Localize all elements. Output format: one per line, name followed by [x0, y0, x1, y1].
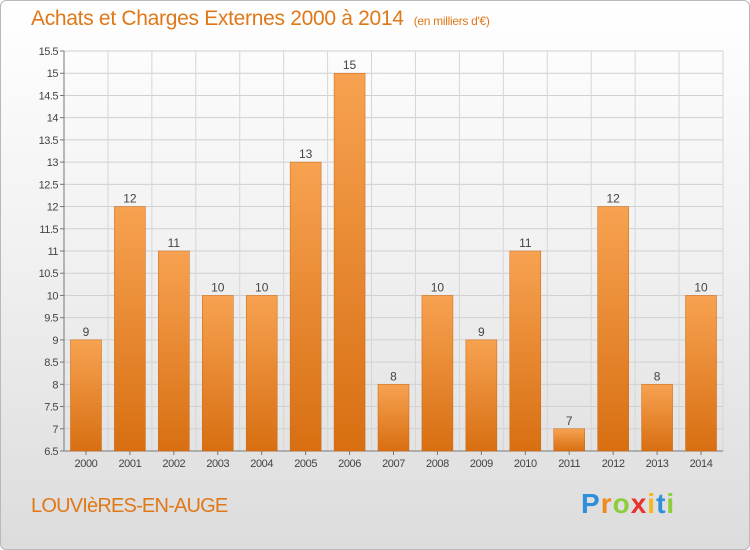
- data-label-2004: 10: [255, 280, 269, 294]
- y-tick-label: 11: [48, 246, 59, 258]
- data-label-2014: 10: [694, 280, 708, 294]
- y-tick-label: 15: [47, 68, 59, 80]
- bar-2004: [245, 295, 278, 452]
- data-label-2013: 8: [654, 369, 661, 383]
- y-tick-label: 11.5: [39, 224, 58, 236]
- bar-2001: [114, 206, 146, 452]
- bar-2005: [289, 161, 322, 452]
- bars: [70, 72, 717, 452]
- y-tick-label: 13: [47, 157, 59, 169]
- bar-2007: [377, 384, 410, 452]
- data-label-2012: 12: [606, 192, 620, 206]
- x-tick-label-2000: 2000: [75, 458, 98, 470]
- y-tick-label: 12: [47, 202, 59, 214]
- y-tick-label: 14: [47, 113, 59, 125]
- bar-2000: [70, 339, 102, 452]
- x-tick-label-2006: 2006: [338, 458, 361, 470]
- x-tick-label-2003: 2003: [206, 458, 229, 470]
- bar-2008: [421, 295, 454, 452]
- y-tick-label: 13.5: [39, 135, 59, 147]
- data-label-2002: 11: [168, 236, 181, 250]
- x-tick-label-2011: 2011: [558, 458, 580, 470]
- bar-2002: [158, 250, 190, 452]
- y-tick-label: 8: [52, 379, 58, 391]
- bar-2014: [685, 295, 717, 452]
- chart-title: Achats et Charges Externes 2000 à 2014 (e…: [31, 7, 490, 31]
- data-label-2005: 13: [299, 147, 313, 161]
- x-tick-label-2007: 2007: [382, 458, 405, 470]
- chart-unit: (en milliers d'€): [413, 14, 490, 28]
- x-tick-label-2010: 2010: [514, 458, 537, 470]
- bar-2011: [553, 428, 585, 452]
- y-tick-label: 7.5: [44, 402, 58, 414]
- y-tick-label: 6.5: [44, 446, 58, 458]
- commune-name: LOUVIèRES-EN-AUGE: [31, 495, 228, 517]
- bar-2012: [597, 206, 629, 452]
- data-label-2009: 9: [478, 325, 485, 339]
- bar-2013: [641, 384, 673, 452]
- data-label-2006: 15: [343, 58, 357, 72]
- y-tick-label: 7: [52, 424, 58, 436]
- y-tick-label: 14.5: [39, 90, 59, 102]
- bar-2010: [509, 250, 542, 452]
- x-tick-label-2012: 2012: [602, 458, 625, 470]
- data-label-2003: 10: [211, 280, 225, 294]
- y-tick-label: 10.5: [39, 268, 59, 280]
- y-tick-label: 9.5: [44, 313, 58, 325]
- x-tick-label-2013: 2013: [646, 458, 669, 470]
- y-tick-label: 9: [52, 335, 58, 347]
- data-label-2007: 8: [390, 369, 397, 383]
- x-tick-label-2009: 2009: [470, 458, 493, 470]
- y-tick-label: 10: [47, 290, 59, 302]
- data-label-2008: 10: [431, 280, 445, 294]
- data-label-2011: 7: [566, 414, 573, 428]
- bar-2006: [333, 72, 366, 452]
- data-label-2001: 12: [123, 192, 137, 206]
- bar-2003: [202, 295, 234, 452]
- data-labels: 9 12 11 10 10 13 15 8 10 9 11 7 12 8 10: [83, 58, 708, 428]
- data-label-2000: 9: [83, 325, 90, 339]
- axes: 6.5 7 7.5 8 8.5 9 9.5 10 10.5 11 11.5 12 12.5 13 13.5 1…: [39, 46, 723, 470]
- x-tick-label-2008: 2008: [426, 458, 449, 470]
- x-tick-label-2001: 2001: [118, 458, 141, 470]
- proxiti-logo: Proxiti: [581, 488, 676, 519]
- x-tick-label-2005: 2005: [294, 458, 317, 470]
- bar-2009: [465, 339, 498, 452]
- y-tick-label: 8.5: [44, 357, 58, 369]
- chart-title-text: Achats et Charges Externes 2000 à 2014: [31, 7, 404, 30]
- x-tick-label-2014: 2014: [690, 458, 713, 470]
- y-tick-label: 12.5: [39, 179, 59, 191]
- y-tick-label: 15.5: [39, 46, 59, 58]
- data-label-2010: 11: [519, 236, 532, 250]
- x-tick-label-2004: 2004: [250, 458, 273, 470]
- x-tick-label-2002: 2002: [162, 458, 185, 470]
